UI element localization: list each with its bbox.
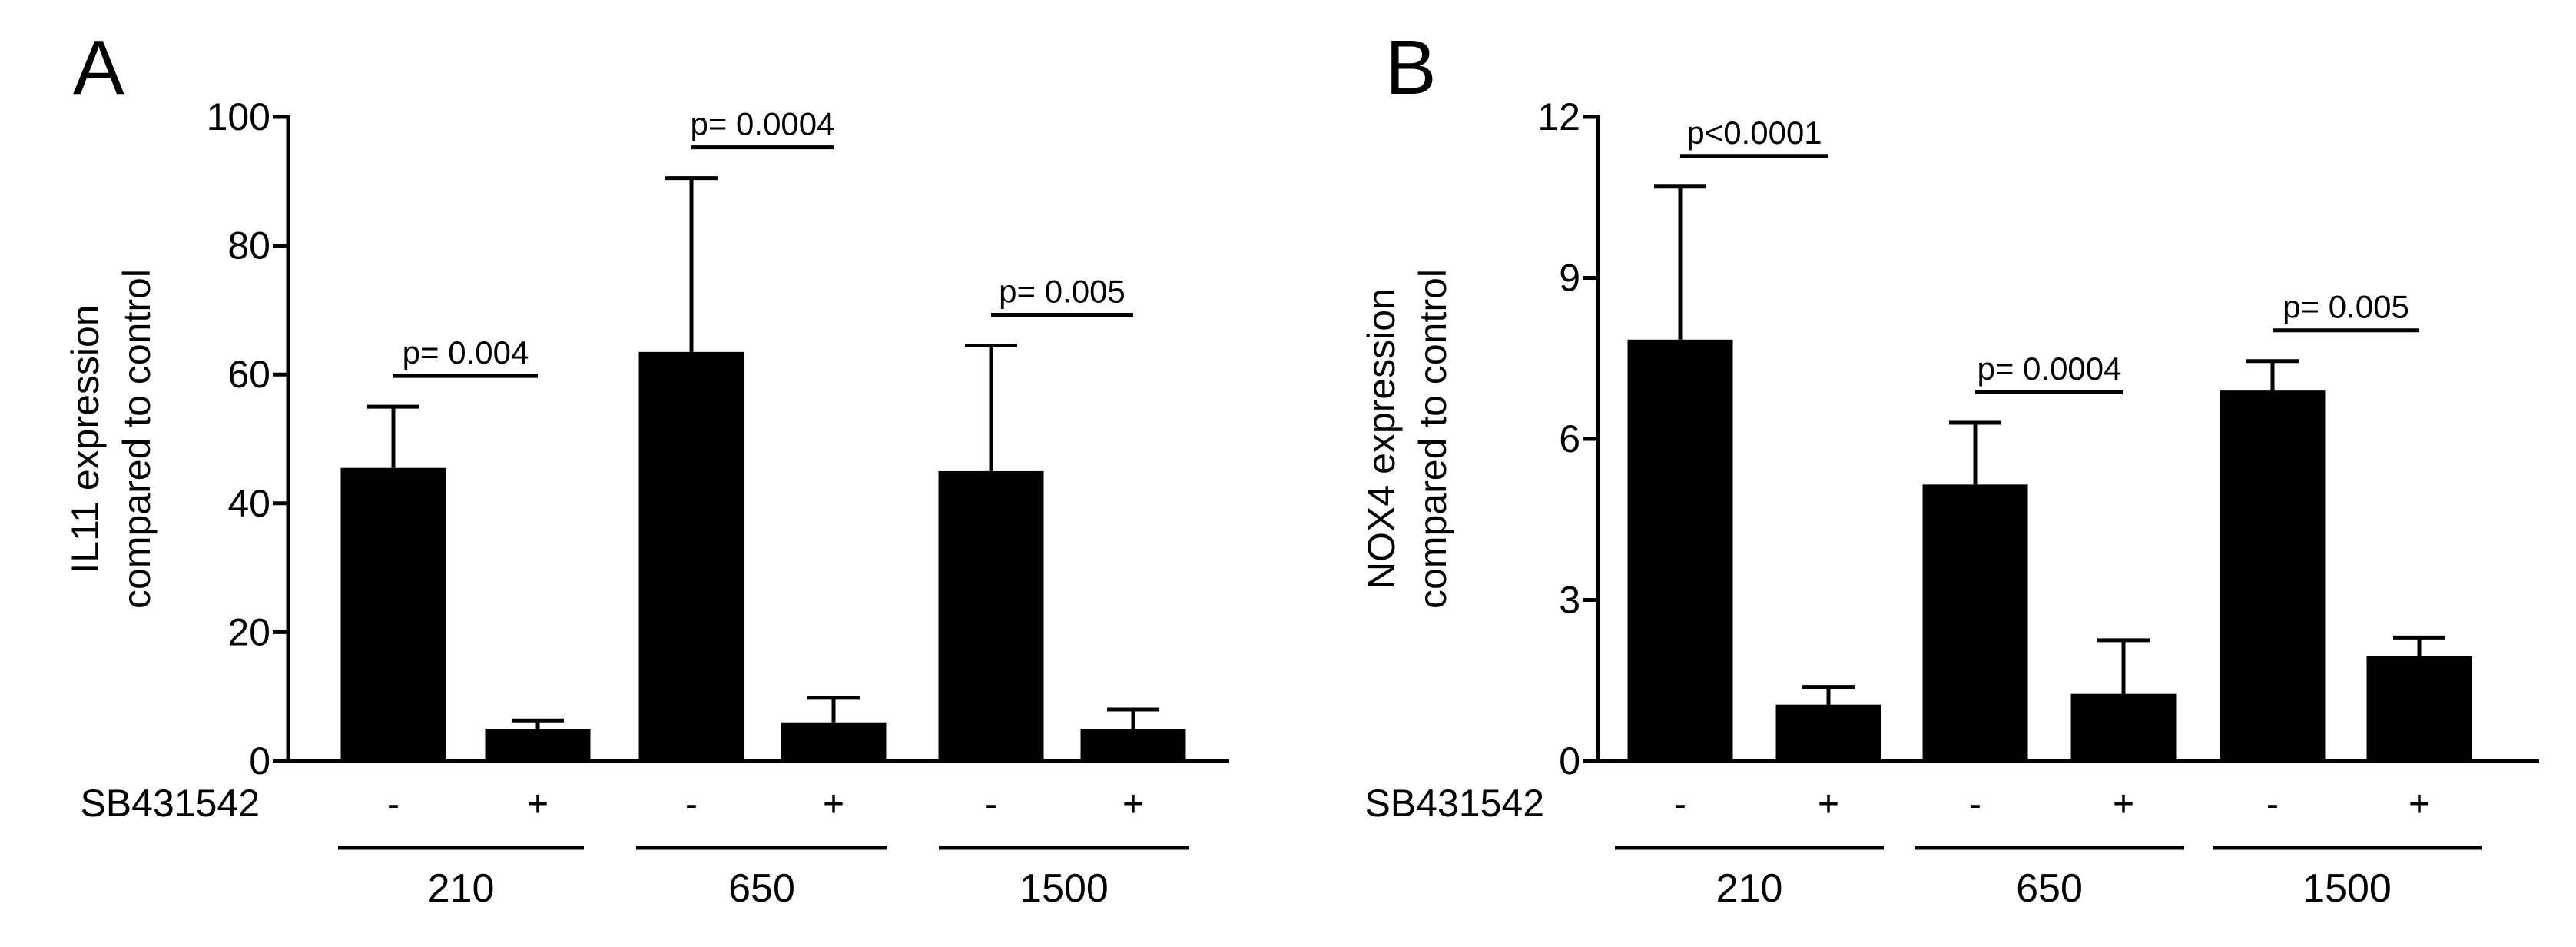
- treatment-sign: +: [527, 784, 549, 825]
- y-axis-label: compared to control: [115, 269, 158, 609]
- panel-b-chart: B 0 3 6 9 12 NOX4 expression compared to contro…: [1360, 25, 2539, 911]
- treatment-sign: +: [823, 784, 844, 825]
- bar: [638, 351, 744, 761]
- bar: [2070, 693, 2177, 761]
- y-tick-label: 0: [1559, 739, 1580, 783]
- treatment-sign: -: [1674, 784, 1686, 825]
- treatment-sign: -: [985, 784, 997, 825]
- y-axis-label: IL11 expression: [64, 304, 107, 573]
- panel-a-chart: A 0 20 40 60 80 100 IL11 expression compared to …: [64, 25, 1229, 911]
- treatment-sign: -: [1969, 784, 1981, 825]
- treatment-sign: -: [685, 784, 698, 825]
- bar: [2220, 390, 2326, 761]
- treatment-sign: +: [1122, 784, 1144, 825]
- bar: [485, 729, 591, 761]
- bar: [938, 470, 1044, 761]
- y-axis-label: compared to control: [1411, 269, 1454, 609]
- y-tick-label: 6: [1559, 417, 1580, 460]
- bar: [340, 467, 446, 761]
- group-label: 650: [2016, 866, 2083, 911]
- bar: [1080, 729, 1186, 761]
- bar: [781, 722, 887, 761]
- bar: [2366, 656, 2472, 761]
- y-tick-label: 60: [227, 353, 270, 396]
- y-tick-label: 12: [1537, 95, 1580, 138]
- group-label: 210: [1716, 866, 1783, 911]
- p-value-label: p<0.0001: [1686, 115, 1822, 151]
- y-tick-label: 0: [249, 739, 270, 783]
- p-value-label: p= 0.004: [403, 334, 529, 370]
- p-value-label: p= 0.0004: [1977, 351, 2121, 387]
- group-label: 210: [428, 866, 495, 911]
- group-label: 1500: [1019, 866, 1109, 911]
- y-tick-label: 80: [227, 224, 270, 267]
- y-tick-label: 3: [1559, 579, 1580, 622]
- bar: [1775, 704, 1881, 761]
- y-axis-label: NOX4 expression: [1360, 288, 1403, 590]
- treatment-sign: -: [2266, 784, 2279, 825]
- treatment-sign: +: [1818, 784, 1839, 825]
- bar: [1627, 339, 1733, 761]
- group-label: 650: [728, 866, 795, 911]
- treatment-sign: -: [387, 784, 399, 825]
- bar: [1922, 484, 2028, 761]
- panel-label: A: [73, 25, 124, 111]
- y-tick-label: 9: [1559, 257, 1580, 300]
- treatment-sign: +: [2409, 784, 2430, 825]
- y-tick-label: 20: [227, 610, 270, 653]
- y-tick-label: 40: [227, 482, 270, 525]
- panel-label: B: [1385, 25, 1437, 111]
- group-label: 1500: [2302, 866, 2392, 911]
- p-value-label: p= 0.005: [2283, 289, 2409, 325]
- p-value-label: p= 0.005: [999, 273, 1126, 309]
- treatment-sign: +: [2113, 784, 2134, 825]
- p-value-label: p= 0.0004: [690, 106, 834, 142]
- treatment-row-label: SB431542: [80, 782, 260, 825]
- treatment-row-label: SB431542: [1364, 782, 1544, 825]
- y-tick-label: 100: [207, 95, 270, 138]
